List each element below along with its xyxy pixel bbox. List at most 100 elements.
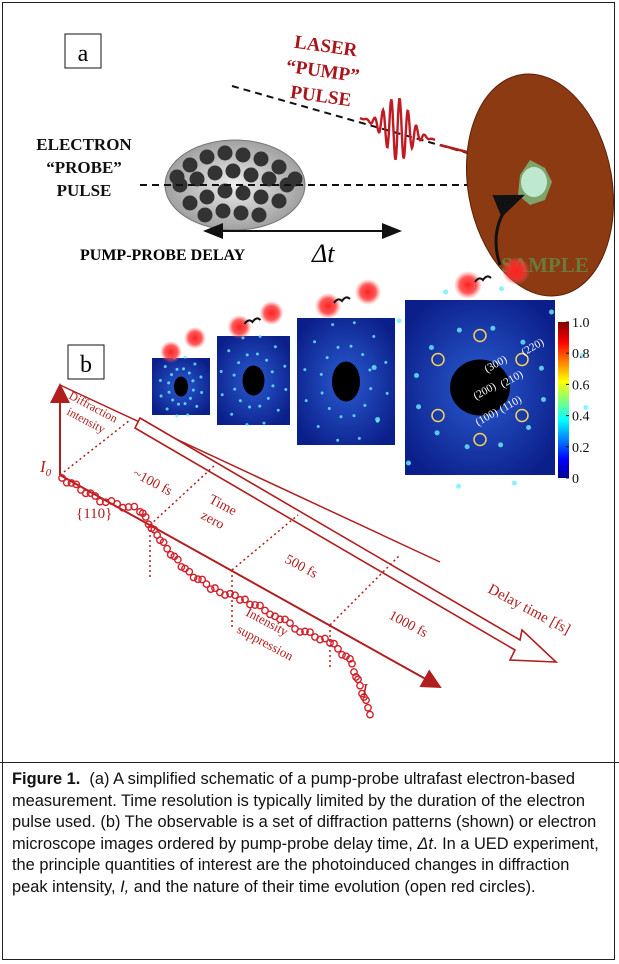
diffraction-spot xyxy=(512,481,517,486)
direct-beam xyxy=(243,366,265,396)
diffraction-spot xyxy=(320,373,323,376)
caption-text: Δt xyxy=(417,835,433,853)
diffraction-spot xyxy=(274,345,277,348)
intensity-symbol: I xyxy=(361,680,369,699)
diffraction-spot xyxy=(166,407,169,410)
electron-text: “PROBE” xyxy=(46,158,122,177)
diffraction-spot xyxy=(443,289,448,294)
electron xyxy=(170,170,185,185)
diffraction-spot xyxy=(353,414,356,417)
diffraction-spot xyxy=(313,340,316,343)
panel-label: b xyxy=(80,352,92,378)
caption-text: and the nature of their time evolution (… xyxy=(129,878,535,896)
diffraction-spot xyxy=(186,413,189,416)
molecule-atom xyxy=(260,301,284,325)
diffraction-spot xyxy=(171,398,174,401)
colorbar xyxy=(558,322,569,478)
electron-text: ELECTRON xyxy=(36,135,132,154)
diffraction-spot xyxy=(369,387,372,390)
diffraction-spot xyxy=(271,370,274,373)
diffraction-spot xyxy=(429,345,434,350)
electron xyxy=(226,164,241,179)
diffraction-spot xyxy=(336,439,339,442)
electron xyxy=(272,194,287,209)
diffraction-spot xyxy=(170,373,173,376)
diffraction-spot xyxy=(271,384,274,387)
sample-spot xyxy=(521,167,547,197)
diffraction-spot xyxy=(188,372,191,375)
intensity-point xyxy=(335,646,341,652)
colorbar-tick-label: 1.0 xyxy=(572,316,590,331)
electron xyxy=(244,168,259,183)
molecule-atom xyxy=(160,341,182,363)
i0-symbol: I0 xyxy=(39,457,52,479)
diffraction-spot xyxy=(456,484,461,489)
laser-text: LASER xyxy=(293,32,359,62)
diffraction-spot xyxy=(245,423,248,426)
diffraction-spot xyxy=(267,397,270,400)
electron xyxy=(183,158,198,173)
diffraction-spot xyxy=(239,399,242,402)
time-label: 1000 fs xyxy=(386,608,430,641)
caption-label: Figure 1. xyxy=(12,770,80,788)
intensity-point xyxy=(365,705,371,711)
electron xyxy=(254,190,269,205)
figure: a LASER “PUMP” PULSE ELECTRON “PROBE” PU… xyxy=(0,0,619,760)
diffraction-spot xyxy=(361,353,364,356)
electron xyxy=(234,206,249,221)
diffraction-spot xyxy=(499,286,504,291)
electron xyxy=(236,148,251,163)
diffraction-spot xyxy=(331,323,334,326)
diffraction-spot xyxy=(384,361,387,364)
electron xyxy=(218,146,233,161)
colorbar-tick-label: 0.6 xyxy=(572,378,590,393)
diffraction-spot xyxy=(414,373,419,378)
diffraction-spot xyxy=(168,391,171,394)
molecule-atom xyxy=(315,293,341,319)
diffraction-spot xyxy=(221,393,224,396)
electron xyxy=(200,190,215,205)
diffraction-spot xyxy=(317,425,320,428)
diffraction-spot xyxy=(258,405,261,408)
colorbar-tick-label: 0.8 xyxy=(572,347,590,362)
diffraction-spot xyxy=(305,399,308,402)
electron xyxy=(198,208,213,223)
diffraction-spot xyxy=(526,425,531,430)
diffraction-spot xyxy=(233,374,236,377)
diffraction-spot xyxy=(457,328,462,333)
diffraction-spot xyxy=(191,379,194,382)
diffraction-spot xyxy=(328,407,331,410)
diffraction-spot xyxy=(397,318,402,323)
diffraction-spot xyxy=(283,365,286,368)
molecule-atom xyxy=(228,315,252,339)
intensity-point xyxy=(339,652,345,658)
caption: Figure 1. (a) A simplified schematic of … xyxy=(0,762,619,964)
diffraction-spot xyxy=(372,335,375,338)
diffraction-spot xyxy=(539,366,544,371)
diffraction-spot xyxy=(284,388,287,391)
electron-text: PULSE xyxy=(57,181,112,200)
electron xyxy=(200,150,215,165)
diffraction-spot xyxy=(549,309,554,314)
laser-text: PULSE xyxy=(289,82,353,111)
molecule-atom xyxy=(184,327,206,349)
diffraction-spot xyxy=(184,402,187,405)
diffraction-spot xyxy=(339,415,342,418)
electron xyxy=(236,186,251,201)
diffraction-spot xyxy=(199,375,202,378)
delay-symbol: Δt xyxy=(311,239,335,268)
diffraction-spot xyxy=(227,349,230,352)
diffraction-spot xyxy=(336,346,339,349)
diffraction-spot xyxy=(200,391,203,394)
diffraction-spot xyxy=(237,361,240,364)
diffraction-spot xyxy=(182,367,185,370)
diffraction-spot xyxy=(326,356,329,359)
diffraction-spot xyxy=(175,414,178,417)
diffraction-spot xyxy=(246,353,249,356)
diffraction-spot xyxy=(220,370,223,373)
electron xyxy=(254,152,269,167)
delay-label: PUMP-PROBE DELAY xyxy=(80,247,246,264)
molecule-atom xyxy=(355,279,381,305)
diffraction-spot xyxy=(520,340,525,345)
panel-label: a xyxy=(78,41,89,67)
